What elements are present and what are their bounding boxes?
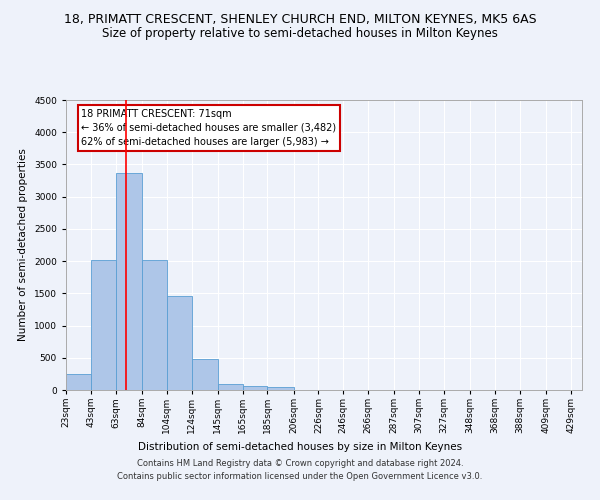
Text: 18, PRIMATT CRESCENT, SHENLEY CHURCH END, MILTON KEYNES, MK5 6AS: 18, PRIMATT CRESCENT, SHENLEY CHURCH END… <box>64 12 536 26</box>
Text: Size of property relative to semi-detached houses in Milton Keynes: Size of property relative to semi-detach… <box>102 28 498 40</box>
Bar <box>66 374 91 390</box>
Bar <box>142 260 167 390</box>
Bar <box>116 172 142 390</box>
Bar <box>268 387 293 390</box>
Text: Contains HM Land Registry data © Crown copyright and database right 2024.: Contains HM Land Registry data © Crown c… <box>137 458 463 468</box>
Text: Contains public sector information licensed under the Open Government Licence v3: Contains public sector information licen… <box>118 472 482 481</box>
Text: 18 PRIMATT CRESCENT: 71sqm
← 36% of semi-detached houses are smaller (3,482)
62%: 18 PRIMATT CRESCENT: 71sqm ← 36% of semi… <box>82 108 337 146</box>
Bar <box>242 386 268 390</box>
Bar <box>218 384 242 390</box>
Bar <box>167 296 191 390</box>
Y-axis label: Number of semi-detached properties: Number of semi-detached properties <box>19 148 28 342</box>
Bar <box>91 260 116 390</box>
Text: Distribution of semi-detached houses by size in Milton Keynes: Distribution of semi-detached houses by … <box>138 442 462 452</box>
Bar <box>191 359 218 390</box>
